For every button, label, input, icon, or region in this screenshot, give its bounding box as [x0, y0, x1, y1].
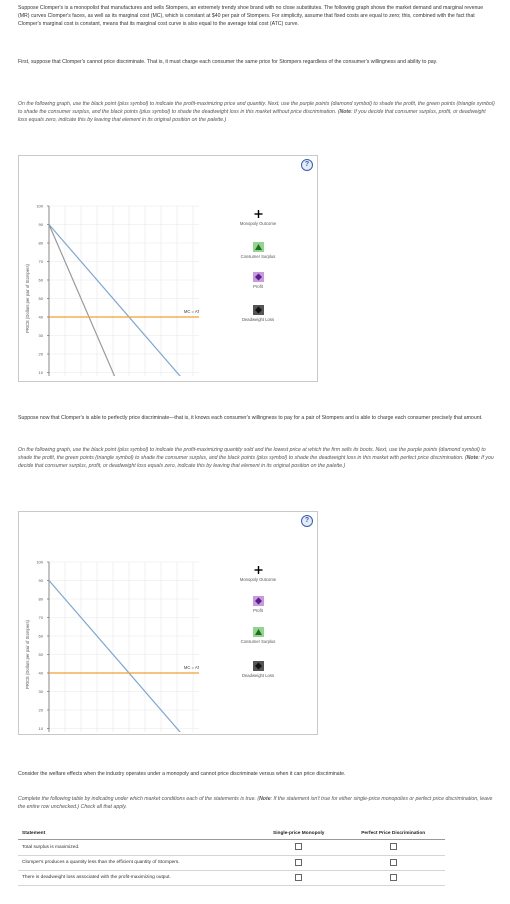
series-line [48, 224, 116, 376]
y-tick-label: 30 [39, 333, 44, 338]
graph1-palette: Monopoly Outcome Consumer Surplus Profit… [223, 204, 293, 344]
y-tick-label: 80 [39, 241, 44, 246]
help-icon[interactable]: ? [301, 159, 313, 171]
y-tick-label: 90 [39, 578, 44, 583]
single-price-checkbox[interactable] [295, 843, 303, 851]
y-tick-label: 30 [39, 689, 44, 694]
statement-cell: There is deadweight loss associated with… [18, 870, 256, 886]
y-tick-label: 50 [39, 296, 44, 301]
y-tick-label: 90 [39, 222, 44, 227]
graph1-chart[interactable]: 0102030405060708090100080160240320400480… [19, 156, 199, 376]
y-tick-label: 10 [39, 370, 44, 375]
palette-label: Profit [253, 284, 263, 289]
no-discrimination-paragraph: First, suppose that Clomper's cannot pri… [18, 59, 438, 65]
palette-label: Consumer Surplus [240, 254, 276, 259]
series-label: MC = ATC [184, 665, 199, 670]
grid [49, 205, 199, 376]
table-instructions: Complete the following table by indicati… [18, 796, 493, 811]
y-tick-label: 60 [39, 278, 44, 283]
triangle-icon[interactable] [253, 242, 264, 252]
perfect-discrimination-checkbox[interactable] [389, 843, 397, 851]
diamond-icon[interactable] [253, 272, 264, 282]
table-row: There is deadweight loss associated with… [18, 870, 445, 886]
palette-label: Monopoly Outcome [239, 577, 277, 582]
plus-icon[interactable] [253, 565, 264, 575]
grid [49, 561, 199, 732]
y-tick-label: 100 [36, 204, 43, 209]
palette-label: Consumer Surplus [240, 639, 276, 644]
series-line [48, 580, 181, 732]
diamond-icon[interactable] [253, 596, 264, 606]
y-tick-label: 20 [39, 708, 44, 713]
y-axis-label: PRICE (Dollars per pair of Stompers) [25, 263, 30, 332]
y-tick-label: 10 [39, 726, 44, 731]
graph1-instructions: On the following graph, use the black po… [18, 101, 495, 124]
col-header-statement: Statement [18, 828, 256, 841]
table-row: Clomper's produces a quantity less than … [18, 855, 445, 871]
table-row: Total surplus is maximized. [18, 839, 445, 856]
graph2-palette: Monopoly Outcome Profit Consumer Surplus… [223, 560, 293, 700]
intro-paragraph: Suppose Clomper's is a monopolist that m… [18, 5, 484, 28]
col-header-perfect-discrimination: Perfect Price Discrimination [341, 828, 445, 841]
palette-label: Deadweight Loss [241, 317, 275, 322]
plus-icon[interactable] [253, 305, 264, 315]
statement-cell: Total surplus is maximized. [18, 839, 256, 856]
graph2-instructions: On the following graph, use the black po… [18, 447, 494, 470]
y-tick-label: 80 [39, 597, 44, 602]
welfare-paragraph: Consider the welfare effects when the in… [18, 771, 346, 777]
perfect-discrimination-checkbox[interactable] [389, 873, 397, 881]
plus-icon[interactable] [253, 661, 264, 671]
graph2-chart[interactable]: 0102030405060708090100080160240320400480… [19, 512, 199, 732]
y-tick-label: 70 [39, 259, 44, 264]
y-tick-label: 20 [39, 352, 44, 357]
y-tick-label: 50 [39, 652, 44, 657]
perfect-discrimination-paragraph: Suppose now that Clomper's is able to pe… [18, 415, 483, 421]
help-icon[interactable]: ? [301, 515, 313, 527]
y-axis-label: PRICE (Dollars per pair of Stompers) [25, 619, 30, 688]
series-line [48, 224, 181, 376]
graph1-panel: ? 01020304050607080901000801602403204004… [18, 155, 318, 382]
y-tick-label: 40 [39, 671, 44, 676]
statement-cell: Clomper's produces a quantity less than … [18, 855, 256, 871]
welfare-table: Statement Single-price Monopoly Perfect … [18, 828, 445, 886]
single-price-checkbox[interactable] [295, 858, 303, 866]
y-tick-label: 40 [39, 315, 44, 320]
triangle-icon[interactable] [253, 627, 264, 637]
col-header-single-price: Single-price Monopoly [256, 828, 342, 841]
y-tick-label: 70 [39, 615, 44, 620]
plus-icon[interactable] [253, 209, 264, 219]
series-label: MC = ATC [184, 309, 199, 314]
perfect-discrimination-checkbox[interactable] [389, 858, 397, 866]
single-price-checkbox[interactable] [295, 873, 303, 881]
y-tick-label: 100 [36, 560, 43, 565]
y-tick-label: 60 [39, 634, 44, 639]
palette-label: Monopoly Outcome [239, 221, 277, 226]
graph2-panel: ? 01020304050607080901000801602403204004… [18, 511, 318, 735]
palette-label: Deadweight Loss [241, 673, 275, 678]
palette-label: Profit [253, 608, 263, 613]
